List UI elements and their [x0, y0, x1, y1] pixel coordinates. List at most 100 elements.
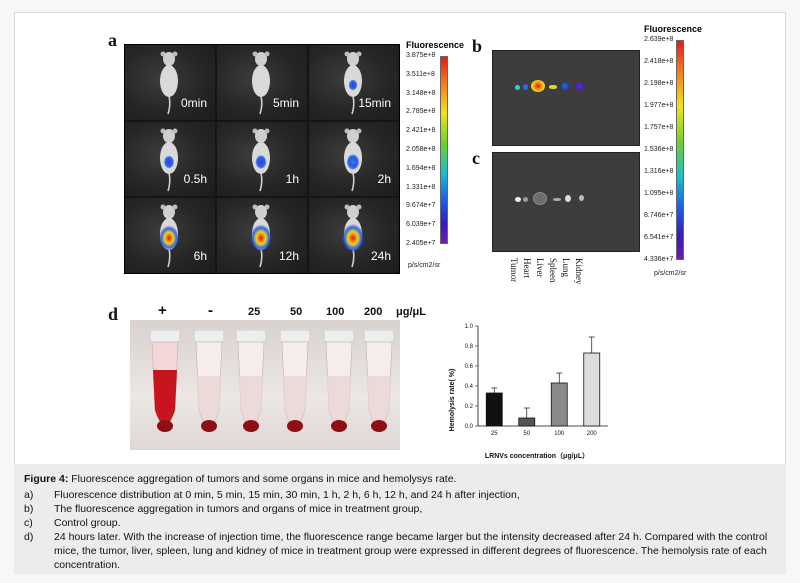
mouse-image-cell: 0min [125, 45, 215, 120]
tube-label: μg/μL [396, 306, 426, 318]
panel-label-a: a [108, 30, 117, 50]
chart-ylabel: Hemolysis rate( %) [449, 369, 456, 432]
colorbar-tick-label: 1.316e+8 [644, 168, 674, 175]
tube-label: 25 [248, 306, 261, 318]
chart-y-tick-label: 1.0 [465, 324, 474, 330]
mouse-silhouette [344, 128, 362, 191]
mouse-silhouette [344, 51, 362, 115]
colorbar-tick-label: 3.511e+8 [406, 70, 435, 78]
tube-label: - [208, 302, 213, 319]
mouse-image-cell: 15min [309, 45, 399, 120]
colorbar-tick-label: 6.039e+7 [406, 221, 436, 229]
caption-item-text: The fluorescence aggregation in tumors a… [54, 503, 423, 515]
tube-label: 100 [326, 306, 345, 318]
time-point-label: 24h [370, 248, 391, 263]
organ-heart-b [523, 84, 528, 90]
colorbar-tick-label: 8.746e+7 [644, 212, 674, 219]
mouse-image-cell: 12h [217, 198, 307, 273]
caption-item-text: Control group. [54, 517, 121, 529]
chart-bar [485, 392, 503, 427]
mouse-image-cell: 5min [217, 45, 307, 120]
colorbar-tick-label: 2.198e+8 [644, 80, 674, 87]
mouse-silhouette [252, 51, 270, 115]
organ-label: Heart [522, 258, 532, 278]
chart-y-tick-label: 0.4 [465, 384, 474, 390]
time-point-label: 2h [377, 172, 391, 187]
caption-item-d: d) 24 hours later. With the increase of i… [24, 530, 776, 572]
chart-x-tick-label: 100 [554, 431, 565, 437]
chart-bar [518, 417, 536, 427]
mouse-silhouette [250, 204, 272, 268]
colorbar-a-title: Fluorescence [406, 40, 465, 50]
colorbar-tick-label: 2.405e+7 [406, 240, 436, 247]
panel-b-image [492, 50, 640, 146]
organ-label: Kidney [574, 258, 584, 285]
caption-item-a: a) Fluorescence distribution at 0 min, 5 … [24, 488, 776, 502]
organ-liver-c [533, 192, 547, 205]
organ-heart-c [523, 197, 528, 202]
mouse-silhouette [160, 51, 178, 115]
figure-caption: Figure 4: Fluorescence aggregation of tu… [14, 464, 786, 574]
colorbar-tick-label: 1.331e+8 [406, 183, 436, 191]
organ-lung-c [565, 195, 571, 202]
caption-item-letter: d) [24, 531, 34, 543]
colorbar-a-unit: p/s/cm2/sr [408, 262, 441, 269]
time-point-label: 15min [358, 95, 391, 110]
chart-y-tick-label: 0.8 [465, 344, 474, 350]
chart-x-tick-label: 25 [491, 431, 498, 437]
colorbar-bc [676, 40, 684, 260]
caption-item-text: 24 hours later. With the increase of inj… [54, 531, 768, 571]
panel-a-image-grid: 0min 5min 15min [124, 44, 400, 274]
mouse-silhouette [159, 204, 179, 268]
panel-label-b: b [472, 36, 483, 56]
organ-spleen-c [553, 198, 561, 201]
panel-label-d: d [108, 304, 119, 324]
organ-tumor-b [515, 85, 520, 90]
colorbar-tick-label: 2.058e+8 [406, 146, 436, 153]
chart-y-tick-label: 0.0 [465, 424, 474, 430]
organ-tumor-c [515, 197, 521, 202]
chart-y-tick-label: 0.6 [465, 364, 474, 370]
panel-label-c: c [472, 148, 480, 168]
test-tube [278, 329, 312, 442]
tube-label: + [158, 302, 167, 319]
chart-y-tick-label: 0.2 [465, 404, 474, 410]
hemolysis-tubes-photo [130, 320, 400, 450]
colorbar-bc-unit: p/s/cm2/sr [654, 270, 687, 277]
organ-label: Lung [561, 258, 571, 277]
chart-x-tick-label: 200 [587, 431, 598, 437]
colorbar-tick-label: 2.639e+8 [644, 36, 674, 43]
time-point-label: 0.5h [183, 172, 207, 187]
organ-kidney-c [579, 195, 584, 201]
colorbar-tick-label: 3.875e+8 [406, 52, 436, 59]
colorbar-a [440, 56, 448, 244]
chart-x-tick-label: 50 [523, 431, 530, 437]
test-tube [322, 329, 356, 442]
organ-kidney-b [575, 83, 584, 90]
mouse-silhouette [252, 128, 270, 191]
caption-item-text: Fluorescence distribution at 0 min, 5 mi… [54, 489, 520, 501]
time-point-label: 6h [193, 248, 207, 263]
organ-label: Liver [535, 258, 545, 278]
caption-title: Figure 4: Fluorescence aggregation of tu… [24, 472, 776, 486]
mouse-image-cell: 1h [217, 121, 307, 197]
panel-c-image [492, 152, 640, 252]
tube-label: 200 [364, 306, 383, 318]
test-tube [362, 329, 396, 442]
time-point-label: 12h [278, 248, 299, 263]
caption-item-b: b) The fluorescence aggregation in tumors… [24, 502, 776, 516]
mouse-image-cell: 2h [309, 121, 399, 197]
colorbar-tick-label: 3.148e+8 [406, 89, 436, 97]
test-tube [192, 329, 226, 442]
organ-label: Spleen [548, 258, 558, 283]
colorbar-tick-label: 2.785e+8 [406, 108, 436, 116]
caption-item-letter: b) [24, 503, 34, 515]
mouse-image-cell: 6h [125, 198, 215, 273]
chart-bar [583, 352, 601, 427]
caption-item-letter: c) [24, 517, 33, 529]
caption-item-c: c) Control group. [24, 516, 776, 530]
test-tube [148, 329, 182, 442]
chart-bar [550, 382, 568, 427]
colorbar-bc-title: Fluorescence [644, 24, 703, 34]
organ-lung-b [561, 82, 569, 90]
